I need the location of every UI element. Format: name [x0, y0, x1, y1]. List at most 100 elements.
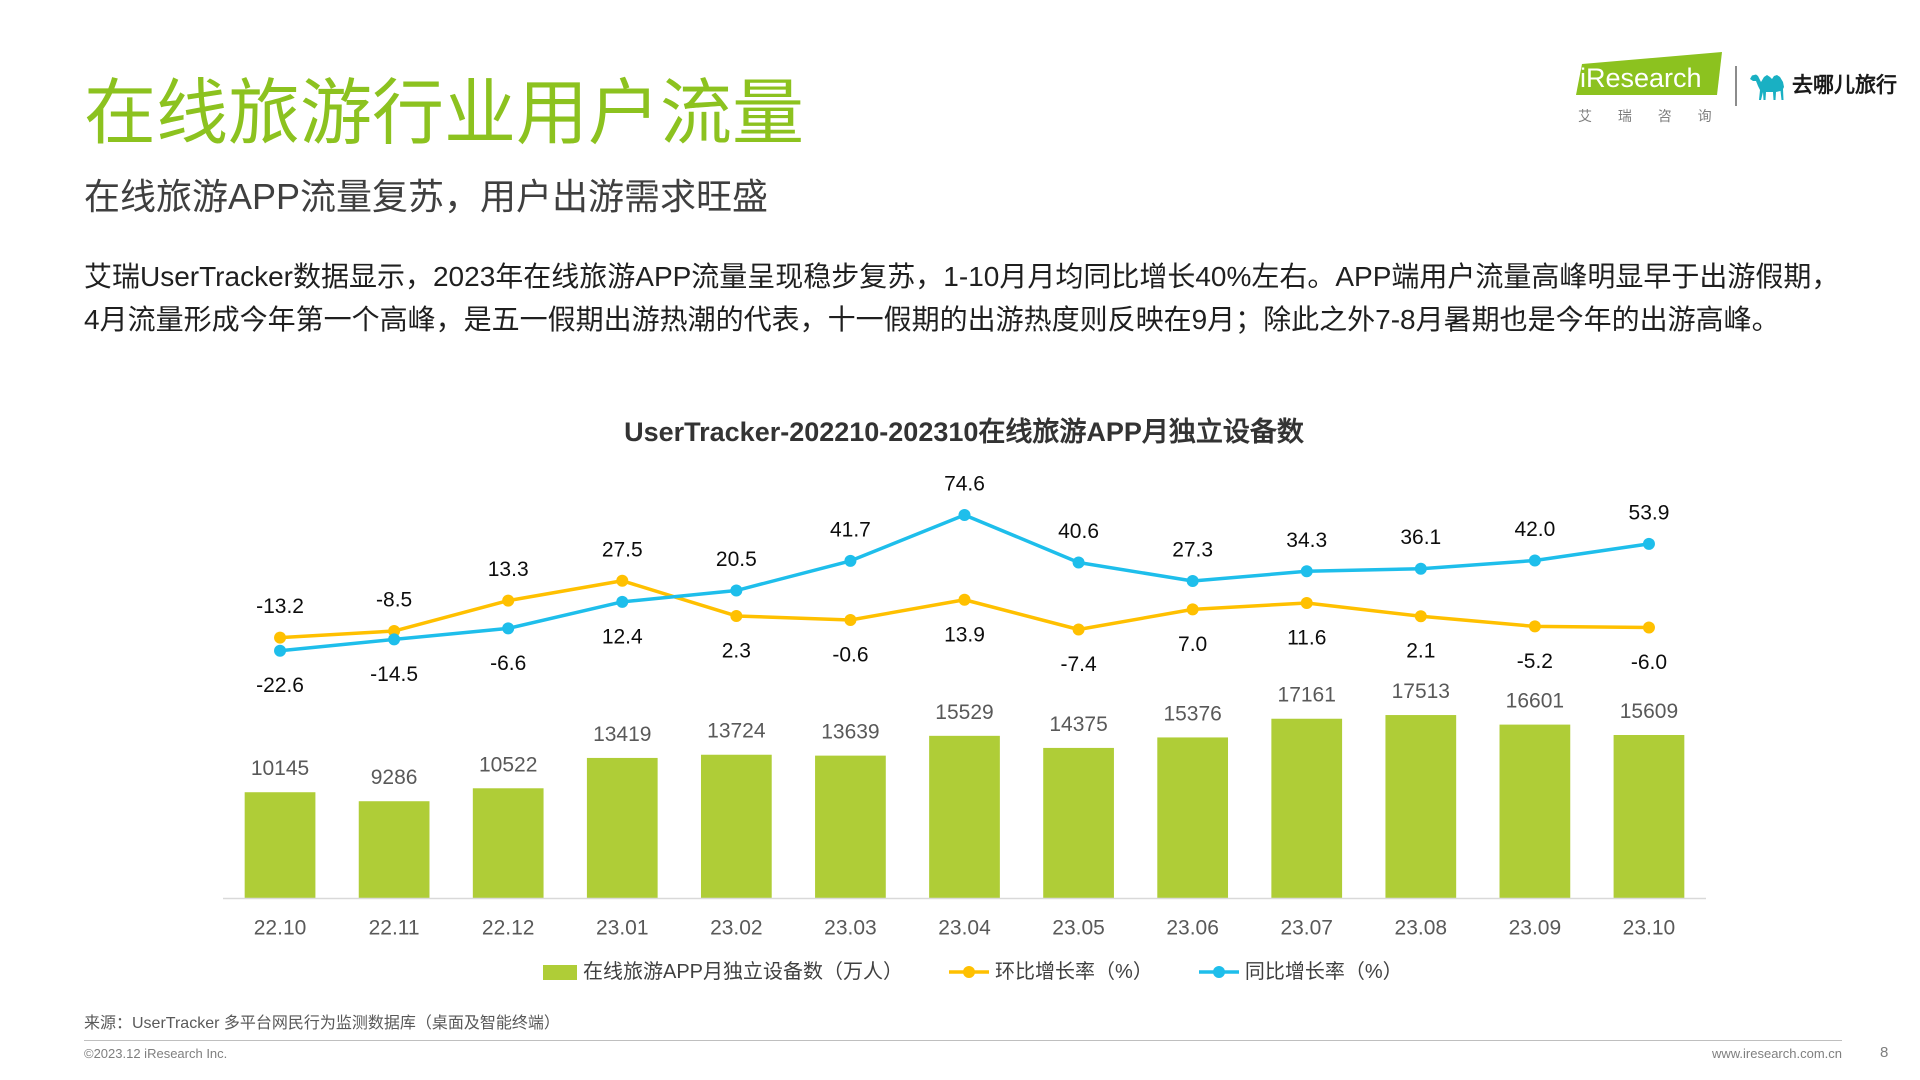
mom-growth-value-label: 2.3: [722, 639, 751, 662]
camel-icon: [1750, 74, 1784, 100]
page-title: 在线旅游行业用户流量: [84, 74, 805, 154]
bar: [929, 735, 1000, 899]
page-number: 8: [1880, 1044, 1889, 1061]
x-tick-label: 22.10: [254, 917, 307, 940]
yoy-growth-point: [274, 644, 287, 657]
bar-value-label: 10145: [251, 757, 309, 780]
copyright: ©2023.12 iResearch Inc.: [84, 1046, 228, 1061]
mom-growth-value-label: -6.0: [1631, 651, 1667, 674]
mom-growth-value-label: -8.5: [376, 589, 412, 612]
mom-growth-point: [844, 614, 857, 627]
logo-divider: [1735, 66, 1737, 106]
mom-growth-value-label: 2.1: [1406, 640, 1435, 663]
x-tick-label: 23.10: [1623, 917, 1676, 940]
yoy-growth-value-label: -14.5: [370, 663, 418, 686]
yoy-growth-value-label: 34.3: [1286, 529, 1327, 552]
mom-growth-value-label: 27.5: [602, 538, 643, 561]
yoy-growth-value-label: 12.4: [602, 625, 643, 648]
legend-bar-swatch: [543, 964, 577, 980]
yoy-growth-value-label: 36.1: [1400, 526, 1441, 549]
legend-mom-line-swatch: [949, 966, 990, 978]
bar: [244, 792, 316, 899]
yoy-growth-value-label: 42.0: [1514, 518, 1555, 541]
mom-growth-point: [502, 594, 515, 607]
bar-value-label: 16601: [1506, 690, 1564, 713]
mom-growth-value-label: 7.0: [1178, 633, 1207, 656]
mom-growth-point: [1072, 623, 1085, 636]
yoy-growth-value-label: -22.6: [256, 674, 304, 697]
mom-growth-value-label: 13.9: [944, 623, 985, 646]
yoy-growth-point: [1642, 537, 1655, 550]
source-note: 来源：UserTracker 多平台网民行为监测数据库（桌面及智能终端）: [84, 1015, 560, 1032]
yoy-growth-point: [958, 508, 971, 521]
mom-growth-point: [730, 609, 743, 622]
mom-growth-point: [274, 631, 287, 644]
bar-value-label: 9286: [371, 766, 418, 789]
mom-growth-point: [616, 574, 629, 587]
yoy-growth-point: [1072, 556, 1085, 569]
bar: [1043, 747, 1114, 899]
mom-growth-value-label: -0.6: [832, 644, 868, 667]
bar-value-label: 14375: [1049, 713, 1107, 736]
yoy-growth-value-label: 27.3: [1172, 539, 1213, 562]
yoy-growth-value-label: 41.7: [830, 518, 871, 541]
mom-growth-value-label: 13.3: [488, 558, 529, 581]
bar-value-label: 15376: [1163, 702, 1221, 725]
x-tick-label: 23.06: [1166, 917, 1219, 940]
bar-value-label: 17161: [1278, 684, 1336, 707]
bar: [815, 755, 886, 899]
bar: [1613, 734, 1685, 899]
yoy-growth-value-label: -6.6: [490, 652, 526, 675]
summary-paragraph: 艾瑞UserTracker数据显示，2023年在线旅游APP流量呈现稳步复苏，1…: [84, 255, 1884, 341]
mom-growth-point: [1528, 620, 1541, 633]
x-tick-label: 23.03: [824, 917, 877, 940]
x-tick-label: 23.08: [1395, 917, 1448, 940]
legend-item-devices: 在线旅游APP月独立设备数（万人）: [543, 959, 903, 985]
yoy-growth-value-label: 53.9: [1629, 501, 1670, 524]
x-tick-label: 23.05: [1052, 917, 1105, 940]
bar: [1271, 718, 1343, 899]
iresearch-logo-banner: [1576, 52, 1722, 95]
combo-chart: 10145 9286 10522 13419 13724 13639 15529 14375 1…: [223, 472, 1706, 940]
yoy-growth-value-label: 40.6: [1058, 520, 1099, 543]
yoy-growth-point: [1300, 565, 1313, 578]
mom-growth-point: [388, 625, 401, 638]
yoy-growth-point: [1414, 562, 1427, 575]
iresearch-tagline: 艾 瑞 咨 询: [1578, 108, 1723, 124]
bar: [586, 757, 658, 899]
bar-value-label: 17513: [1392, 680, 1450, 703]
footer-divider: [84, 1040, 1842, 1041]
bar-value-label: 13724: [707, 720, 766, 743]
bar-value-label: 15529: [935, 701, 993, 724]
legend-label-mom-growth: 环比增长率（%）: [995, 961, 1153, 983]
page-subtitle: 在线旅游APP流量复苏，用户出游需求旺盛: [84, 176, 769, 217]
yoy-growth-point: [844, 554, 857, 567]
mom-growth-point: [1642, 621, 1655, 634]
x-tick-label: 23.01: [596, 917, 649, 940]
qunar-brand-name: 去哪儿旅行: [1792, 74, 1897, 97]
summary-line: 艾瑞UserTracker数据显示，2023年在线旅游APP流量呈现稳步复苏，1…: [84, 261, 1840, 292]
yoy-growth-point: [616, 595, 629, 608]
mom-growth-value-label: -5.2: [1517, 650, 1553, 673]
chart-title: UserTracker-202210-202310在线旅游APP月独立设备数: [624, 417, 1304, 447]
x-tick-label: 22.11: [369, 917, 420, 940]
iresearch-wordmark: iResearch: [1580, 63, 1702, 93]
bar: [472, 788, 544, 899]
bar: [1499, 724, 1571, 899]
bar-value-label: 13639: [821, 721, 879, 744]
legend-label-yoy-growth: 同比增长率（%）: [1244, 961, 1403, 983]
mom-growth-point: [958, 593, 971, 606]
mom-growth-point: [1300, 596, 1313, 609]
bar-value-label: 15609: [1620, 700, 1678, 723]
chart-legend: 在线旅游APP月独立设备数（万人） 环比增长率（%） 同比增长率（%）: [543, 959, 1403, 985]
yoy-growth-point: [502, 622, 515, 635]
footer-url: www.iresearch.com.cn: [1711, 1046, 1842, 1061]
yoy-growth-point: [730, 584, 743, 597]
yoy-growth-point: [388, 633, 401, 646]
bar-value-label: 13419: [593, 723, 651, 746]
x-tick-label: 23.07: [1280, 917, 1333, 940]
mom-growth-point: [1186, 603, 1199, 616]
x-tick-label: 23.02: [710, 917, 763, 940]
bar: [1157, 737, 1229, 899]
mom-growth-point: [1414, 610, 1427, 623]
